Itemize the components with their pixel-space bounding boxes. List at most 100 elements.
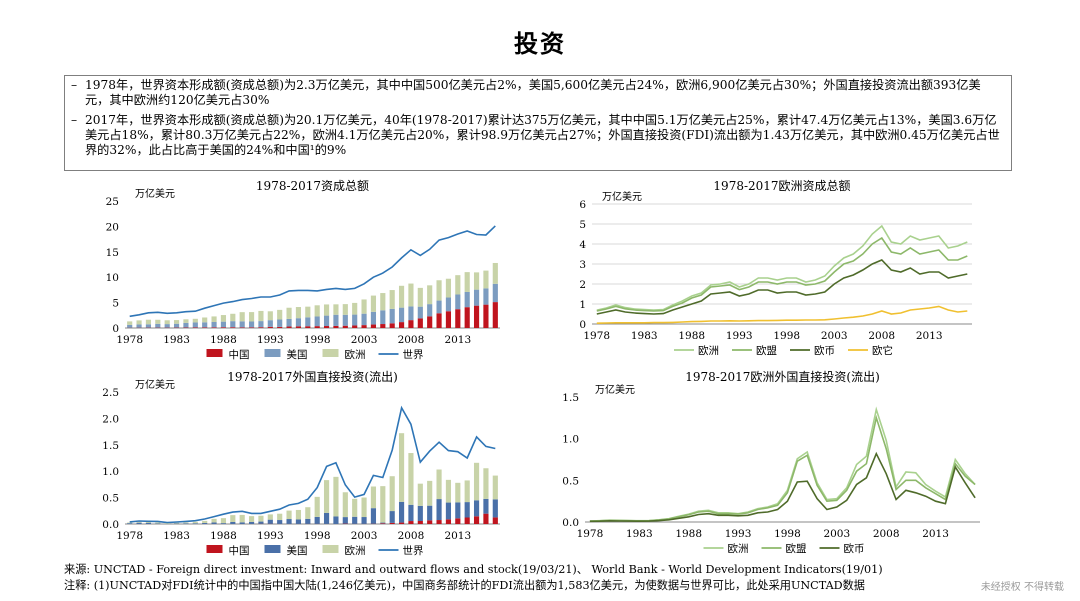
bar-欧洲 <box>136 521 142 523</box>
bar-美国 <box>492 283 498 303</box>
bar-美国 <box>155 323 161 328</box>
series-line-欧盟 <box>596 236 968 312</box>
y-tick-label: 5 <box>579 219 586 231</box>
bar-欧洲 <box>183 522 189 524</box>
bar-欧洲 <box>492 262 498 284</box>
y-tick-label: 3 <box>579 259 586 271</box>
legend-label: 欧盟 <box>786 543 807 555</box>
bar-美国 <box>164 324 170 328</box>
y-tick-label: 2.0 <box>102 413 119 425</box>
bar-欧洲 <box>127 321 133 325</box>
bar-美国 <box>370 508 377 524</box>
bar-中国 <box>248 327 255 328</box>
bar-美国 <box>239 321 245 328</box>
bar-欧洲 <box>417 287 423 307</box>
legend-label: 欧洲 <box>345 545 366 557</box>
bar-中国 <box>361 325 367 328</box>
bar-中国 <box>445 519 452 524</box>
chart-europe-fdi-outflow: 1978-2017欧洲外国直接投资(流出) 万亿美元 0.0 0.5 1.0 1.5 197… <box>560 368 990 558</box>
bar-欧洲 <box>370 295 377 312</box>
bar-中国 <box>492 517 498 524</box>
bar-欧洲 <box>455 482 461 503</box>
bar-美国 <box>455 294 461 310</box>
bar-中国 <box>230 327 236 328</box>
series-line-欧币 <box>596 259 968 315</box>
y-tick-label: 15 <box>106 247 119 259</box>
bar-欧洲 <box>258 310 264 322</box>
bar-美国 <box>192 322 198 328</box>
bar-中国 <box>483 304 489 328</box>
bar-美国 <box>127 324 133 328</box>
x-tick-label: 2013 <box>916 330 943 342</box>
bar-欧洲 <box>436 280 442 301</box>
bar-欧洲 <box>483 468 489 499</box>
bar-欧洲 <box>192 521 198 524</box>
legend-label: 欧洲 <box>345 349 366 361</box>
x-tick-label: 1988 <box>678 330 705 342</box>
bar-美国 <box>398 501 405 523</box>
legend-label: 世界 <box>403 349 424 361</box>
bar-美国 <box>483 288 489 305</box>
bar-中国 <box>277 326 283 328</box>
bar-中国 <box>202 327 208 328</box>
legend-swatch <box>322 545 339 553</box>
y-tick-label: 0.5 <box>562 475 579 487</box>
x-tick-label: 1983 <box>163 334 190 346</box>
bar-中国 <box>408 320 414 328</box>
y-axis-label: 万亿美元 <box>602 190 642 203</box>
legend-swatch <box>322 349 339 357</box>
legend-label: 欧它 <box>872 344 893 357</box>
bar-美国 <box>220 321 227 328</box>
bar-中国 <box>211 327 217 328</box>
bar-美国 <box>211 322 217 328</box>
x-tick-label: 1993 <box>257 334 284 346</box>
bar-欧洲 <box>183 319 189 323</box>
y-tick-label: 1 <box>579 299 586 311</box>
legend-swatch <box>206 349 223 357</box>
bar-欧洲 <box>323 304 330 316</box>
bar-美国 <box>380 522 386 524</box>
x-tick-label: 2008 <box>398 530 425 542</box>
bullet-text: 1978年，世界资本形成额(资成总额)为2.3万亿美元，其中中国500亿美元占2… <box>85 78 981 107</box>
footnote: 注释: (1)UNCTAD对FDI统计中的中国指中国大陆(1,246亿美元)，中… <box>64 579 865 592</box>
x-tick-label: 1983 <box>626 528 653 540</box>
bar-美国 <box>127 523 133 524</box>
bar-欧洲 <box>286 307 292 319</box>
bar-欧洲 <box>202 317 208 323</box>
bar-美国 <box>342 314 348 326</box>
bar-美国 <box>239 522 245 524</box>
bar-美国 <box>473 500 480 517</box>
x-tick-label: 1998 <box>774 528 801 540</box>
bar-欧洲 <box>445 479 452 503</box>
bar-美国 <box>267 320 273 327</box>
bar-美国 <box>258 321 264 328</box>
bar-欧洲 <box>155 522 161 524</box>
bar-美国 <box>445 502 452 520</box>
bar-中国 <box>398 322 405 328</box>
bar-欧洲 <box>427 480 433 506</box>
bar-欧洲 <box>211 518 217 523</box>
bullet-2017: – 2017年，世界资本形成额(资成总额)为20.1万亿美元，40年(1978-… <box>71 113 1003 158</box>
bar-美国 <box>361 313 367 326</box>
y-tick-label: 0.0 <box>562 517 579 529</box>
bar-欧洲 <box>492 475 498 500</box>
bar-美国 <box>427 505 433 521</box>
bar-中国 <box>427 520 433 524</box>
chart-world-fdi-outflow: 1978-2017外国直接投资(流出) 万亿美元 0.0 0.5 1.0 1.5 2.0 2.… <box>70 368 510 558</box>
bar-欧洲 <box>455 275 461 295</box>
bar-欧洲 <box>408 453 414 505</box>
bar-美国 <box>202 322 208 328</box>
x-tick-label: 2003 <box>351 334 378 346</box>
y-tick-label: 1.5 <box>562 392 579 404</box>
watermark: 未经授权 不得转载 <box>980 582 1064 593</box>
bar-中国 <box>389 323 395 328</box>
bar-美国 <box>361 517 367 524</box>
bar-中国 <box>380 523 386 524</box>
bar-美国 <box>352 516 358 524</box>
bar-美国 <box>323 512 330 524</box>
bar-欧洲 <box>333 476 339 517</box>
bar-美国 <box>342 517 348 524</box>
x-tick-label: 1993 <box>257 530 284 542</box>
y-tick-label: 0 <box>579 319 586 331</box>
bar-中国 <box>483 513 489 524</box>
